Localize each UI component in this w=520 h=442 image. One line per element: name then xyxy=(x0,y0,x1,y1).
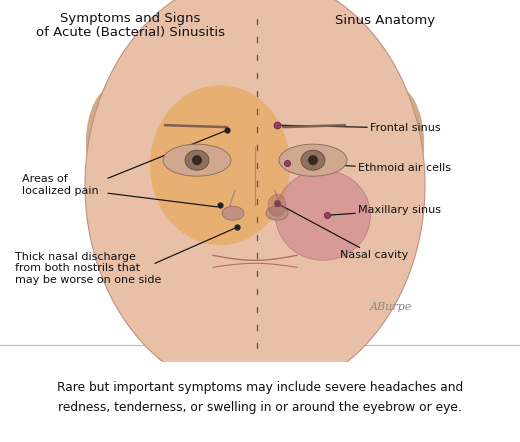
Ellipse shape xyxy=(166,12,344,127)
Text: Areas of
localized pain: Areas of localized pain xyxy=(22,175,99,196)
Ellipse shape xyxy=(365,85,424,201)
Text: Ethmoid air cells: Ethmoid air cells xyxy=(290,163,451,173)
Polygon shape xyxy=(217,385,293,426)
Ellipse shape xyxy=(308,155,318,165)
Text: Symptoms and Signs: Symptoms and Signs xyxy=(60,12,200,25)
Ellipse shape xyxy=(276,170,370,260)
Ellipse shape xyxy=(150,85,290,245)
Ellipse shape xyxy=(301,150,325,170)
Text: Maxillary sinus: Maxillary sinus xyxy=(330,205,441,215)
Ellipse shape xyxy=(178,7,332,91)
Text: of Acute (Bacterial) Sinusitis: of Acute (Bacterial) Sinusitis xyxy=(35,26,225,39)
Ellipse shape xyxy=(266,206,288,220)
Ellipse shape xyxy=(279,144,347,176)
Ellipse shape xyxy=(163,144,231,176)
Ellipse shape xyxy=(222,206,244,220)
Text: Thick nasal discharge
from both nostrils that
may be worse on one side: Thick nasal discharge from both nostrils… xyxy=(15,252,161,285)
Ellipse shape xyxy=(192,155,202,165)
Text: Frontal sinus: Frontal sinus xyxy=(280,123,440,133)
Text: ABurpe: ABurpe xyxy=(370,302,412,312)
Ellipse shape xyxy=(268,194,286,216)
Text: Nasal cavity: Nasal cavity xyxy=(279,205,408,260)
Ellipse shape xyxy=(185,150,209,170)
Ellipse shape xyxy=(86,85,146,201)
Text: redness, tenderness, or swelling in or around the eyebrow or eye.: redness, tenderness, or swelling in or a… xyxy=(58,401,462,414)
Ellipse shape xyxy=(85,0,425,396)
Text: Rare but important symptoms may include severe headaches and: Rare but important symptoms may include … xyxy=(57,381,463,394)
Text: Sinus Anatomy: Sinus Anatomy xyxy=(335,14,435,27)
